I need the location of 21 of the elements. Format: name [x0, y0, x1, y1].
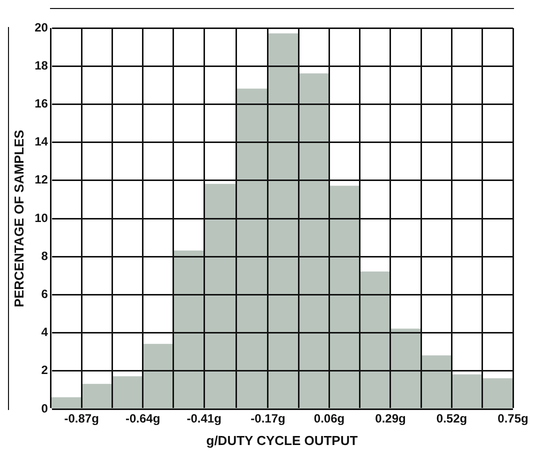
x-tick-label: 0.75g: [498, 412, 528, 426]
x-tick-label: -0.41g: [186, 412, 222, 426]
x-tick-label: 0.29g: [375, 412, 406, 426]
y-tick-label: 6: [41, 287, 48, 302]
y-tick-label: 10: [34, 210, 48, 225]
x-tick-label: -0.64g: [125, 412, 160, 426]
x-tick-label: 0.06g: [314, 412, 345, 426]
y-tick-label: 0: [41, 401, 48, 416]
y-tick-label: 12: [34, 172, 48, 187]
x-tick-label: -0.17g: [250, 412, 286, 426]
y-tick-label: 4: [41, 325, 48, 340]
y-tick-label: 2: [41, 363, 48, 378]
y-tick-label: 16: [34, 96, 48, 111]
y-tick-label: 20: [34, 20, 48, 34]
x-tick-label: -0.87g: [64, 412, 99, 426]
y-tick-label: 18: [34, 58, 48, 72]
y-axis-title: PERCENTAGE OF SAMPLES: [11, 129, 26, 308]
x-tick-label: 0.52g: [436, 412, 468, 426]
y-tick-label: 14: [34, 134, 48, 149]
y-tick-label: 8: [41, 248, 48, 263]
x-axis-title: g/DUTY CYCLE OUTPUT: [206, 432, 358, 448]
